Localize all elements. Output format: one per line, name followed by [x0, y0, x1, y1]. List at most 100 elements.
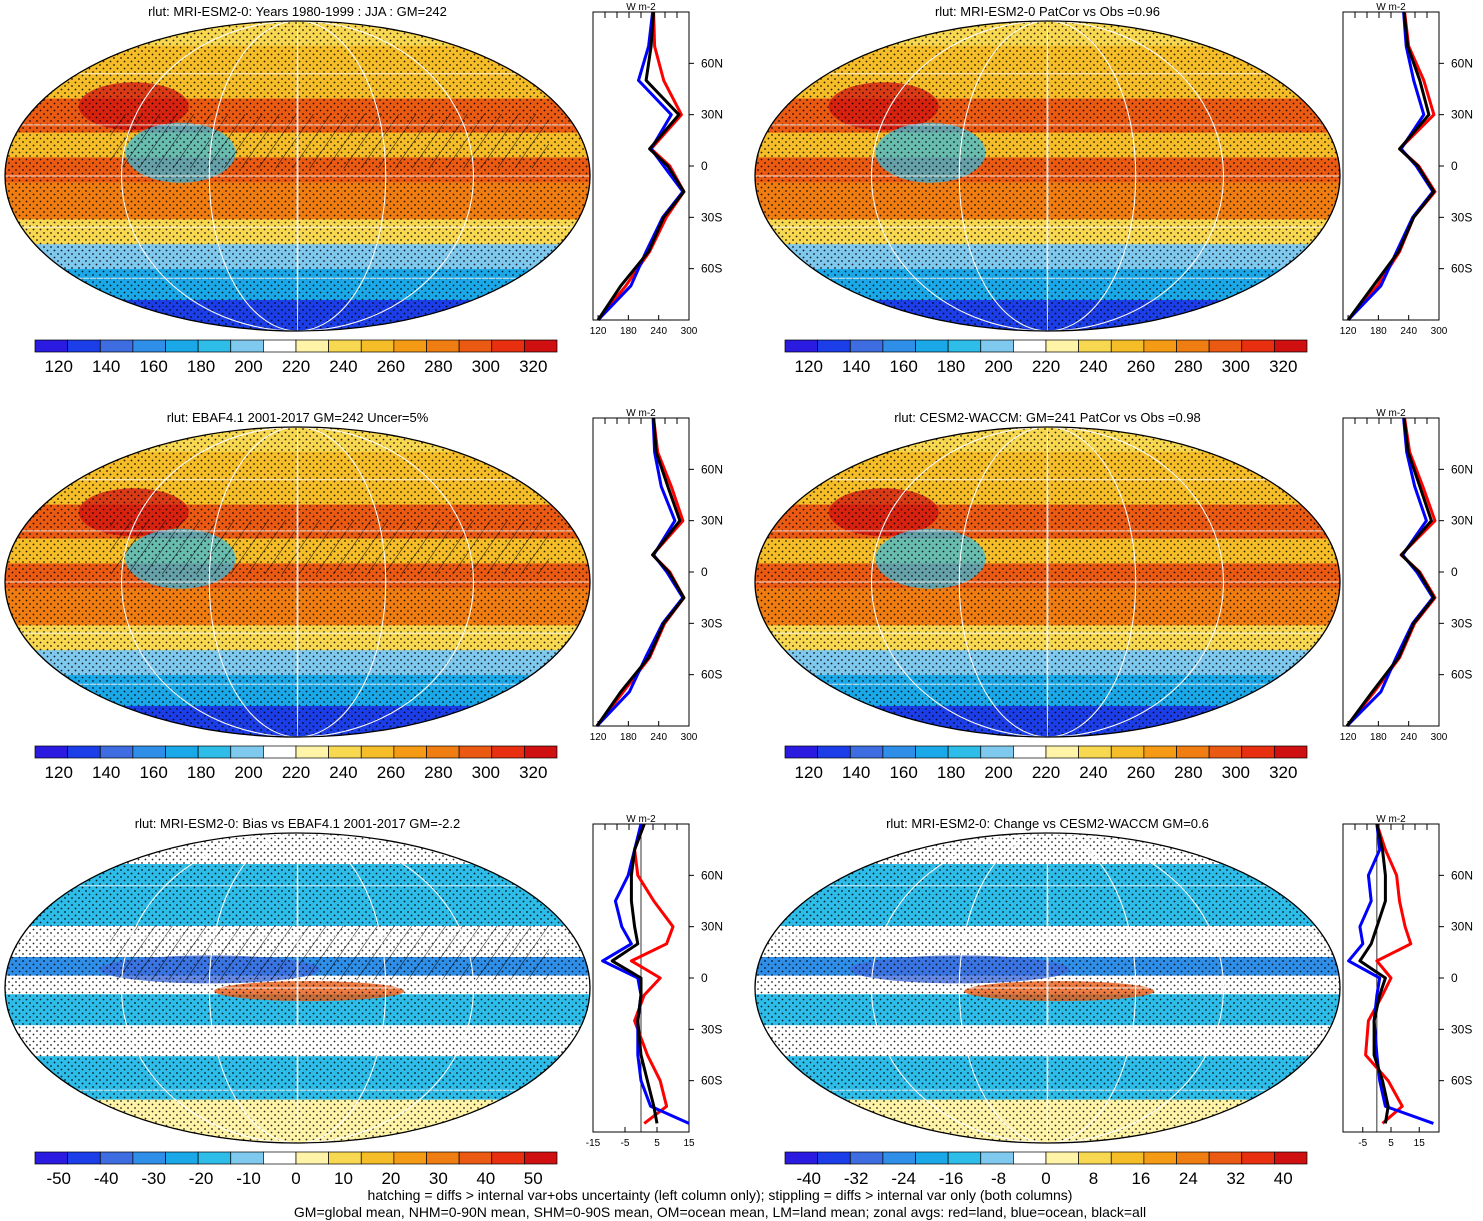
colorbar-tick-label: 0	[1041, 1169, 1050, 1188]
profile-frame	[1342, 417, 1440, 727]
profile-frame	[592, 417, 690, 727]
colorbar-swatch	[99, 339, 134, 353]
colorbar-tick-label: 320	[1269, 357, 1297, 376]
colorbar-swatch	[295, 339, 329, 353]
colorbar-tick-label: 320	[1269, 763, 1297, 782]
colorbar-swatch	[491, 745, 525, 759]
profile-xtick-label: 120	[1340, 732, 1357, 743]
panel-title: rlut: EBAF4.1 2001-2017 GM=242 Uncer=5%	[167, 410, 429, 425]
profile-ytick-label: 0	[1451, 971, 1458, 985]
graticule-meridian	[1046, 21, 1049, 331]
profile-ytick-label: 0	[701, 159, 708, 173]
colorbar-swatch	[817, 339, 851, 353]
colorbar-tick-label: 180	[937, 763, 965, 782]
profile-ytick-label: 30N	[701, 108, 723, 122]
colorbar-swatch	[132, 745, 166, 759]
profile-ytick-label: 30N	[1451, 108, 1473, 122]
colorbar-swatch	[849, 745, 884, 759]
colorbar-swatch	[1045, 1151, 1079, 1165]
graticule-meridian	[871, 427, 1224, 737]
colorbar-tick-label: 200	[234, 357, 262, 376]
colorbar-tick-label: 30	[429, 1169, 448, 1188]
profile-xtick-label: 240	[1400, 326, 1417, 337]
colorbar-tick-label: 220	[282, 763, 310, 782]
graticule-meridian	[208, 833, 387, 1143]
colorbar-tick-label: 8	[1089, 1169, 1098, 1188]
colorbar-swatch	[328, 745, 362, 759]
zonal-profile: W m-2 60N 30N 0 30S 60S -5 5 15	[1342, 814, 1473, 1149]
colorbar-tick-label: 10	[334, 1169, 353, 1188]
colorbar-tick-label: 300	[472, 357, 500, 376]
colorbar-swatch	[1176, 339, 1210, 353]
profile-xtick-label: 5	[654, 1138, 660, 1149]
profile-ytick-label: 30N	[701, 514, 723, 528]
graticule-meridian	[958, 833, 1137, 1143]
colorbar-tick-label: 160	[139, 763, 167, 782]
panel-4: rlut: CESM2-WACCM: GM=241 PatCor vs Obs …	[754, 408, 1473, 782]
colorbar-swatch	[980, 339, 1014, 353]
colorbar-swatch	[1110, 339, 1145, 353]
profile-xtick-label: 300	[1431, 732, 1448, 743]
graticule-meridian	[296, 833, 299, 1143]
graticule-meridian	[296, 427, 299, 737]
colorbar-swatch	[165, 1151, 199, 1165]
profile-line-land	[1345, 417, 1437, 727]
colorbar-tick-label: 160	[139, 357, 167, 376]
colorbar-tick-label: 120	[795, 357, 823, 376]
colorbar-tick-label: 120	[795, 763, 823, 782]
profile-ytick-label: 60S	[1451, 262, 1472, 276]
colorbar-swatch	[393, 745, 427, 759]
profile-xtick-label: 240	[650, 326, 667, 337]
colorbar-tick-label: 24	[1179, 1169, 1198, 1188]
colorbar-tick-label: -20	[189, 1169, 214, 1188]
colorbar-swatch	[1176, 1151, 1210, 1165]
colorbar-tick-label: 260	[377, 763, 405, 782]
profile-xtick-label: 180	[1370, 326, 1387, 337]
colorbar-swatch	[1013, 339, 1047, 353]
profile-ytick-label: 30N	[1451, 920, 1473, 934]
profile-ytick-label: 30S	[701, 616, 722, 630]
graticule-meridian	[871, 833, 1224, 1143]
map-hatching	[110, 114, 550, 169]
profile-ytick-label: 60S	[701, 1074, 722, 1088]
colorbar-tick-label: -40	[94, 1169, 119, 1188]
profile-line-all	[595, 417, 686, 727]
colorbar-swatch	[197, 339, 232, 353]
profile-ytick-label: 0	[1451, 159, 1458, 173]
profile-xtick-label: 180	[1370, 732, 1387, 743]
colorbar-swatch	[132, 339, 166, 353]
panel-2: rlut: MRI-ESM2-0 PatCor vs Obs =0.96 120 1…	[754, 2, 1473, 376]
colorbar-tick-label: 300	[1222, 357, 1250, 376]
colorbar-tick-label: 20	[381, 1169, 400, 1188]
footnote-legend: GM=global mean, NHM=0-90N mean, SHM=0-90…	[294, 1204, 1146, 1220]
map-outline	[754, 832, 1341, 1144]
profile-xtick-label: 300	[681, 326, 698, 337]
profile-ytick-label: 0	[701, 971, 708, 985]
colorbar-swatch	[1143, 745, 1177, 759]
colorbar-tick-label: 40	[476, 1169, 495, 1188]
colorbar-swatch	[491, 339, 525, 353]
graticule-meridian	[958, 427, 1137, 737]
profile-ytick-label: 60N	[1451, 56, 1473, 70]
map-outline	[4, 832, 591, 1144]
graticule-meridian	[208, 21, 387, 331]
colorbar-swatch	[230, 339, 264, 353]
map-field	[5, 427, 590, 737]
profile-xtick-label: 300	[681, 732, 698, 743]
colorbar-tick-label: 280	[1174, 357, 1202, 376]
panel-1: rlut: MRI-ESM2-0: Years 1980-1999 : JJA …	[4, 2, 723, 376]
colorbar-swatch	[67, 745, 101, 759]
colorbar-tick-label: 140	[92, 357, 120, 376]
colorbar-tick-label: 50	[524, 1169, 543, 1188]
colorbar-tick-label: 200	[984, 357, 1012, 376]
profile-ytick-label: 30N	[701, 920, 723, 934]
profile-units-label: W m-2	[1376, 2, 1406, 13]
panel-title: rlut: MRI-ESM2-0 PatCor vs Obs =0.96	[935, 4, 1160, 19]
profile-ytick-label: 30S	[1451, 616, 1472, 630]
graticule-meridian	[958, 21, 1137, 331]
profile-line-land	[629, 823, 675, 1125]
colorbar-swatch	[524, 745, 558, 759]
colorbar-swatch	[34, 339, 68, 353]
graticule-meridian	[1046, 833, 1049, 1143]
panel-3: rlut: EBAF4.1 2001-2017 GM=242 Uncer=5% 1…	[4, 408, 723, 782]
